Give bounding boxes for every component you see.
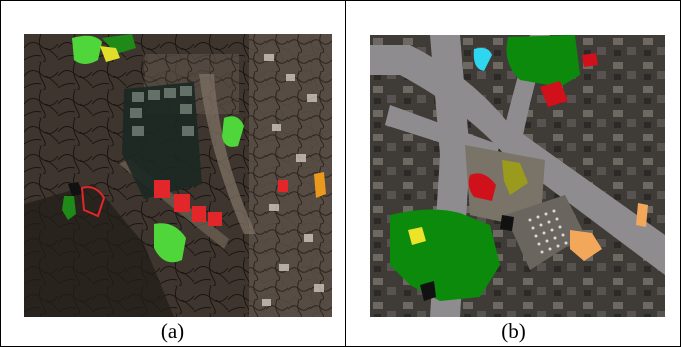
segmentation-image-a: [24, 34, 332, 317]
caption-a: (a): [160, 319, 185, 343]
caption-b: (b): [501, 319, 526, 343]
panel-a: (a): [24, 34, 332, 343]
column-divider: [345, 0, 346, 347]
panel-b: (b): [346, 0, 681, 347]
segmentation-image-b: [370, 35, 665, 317]
